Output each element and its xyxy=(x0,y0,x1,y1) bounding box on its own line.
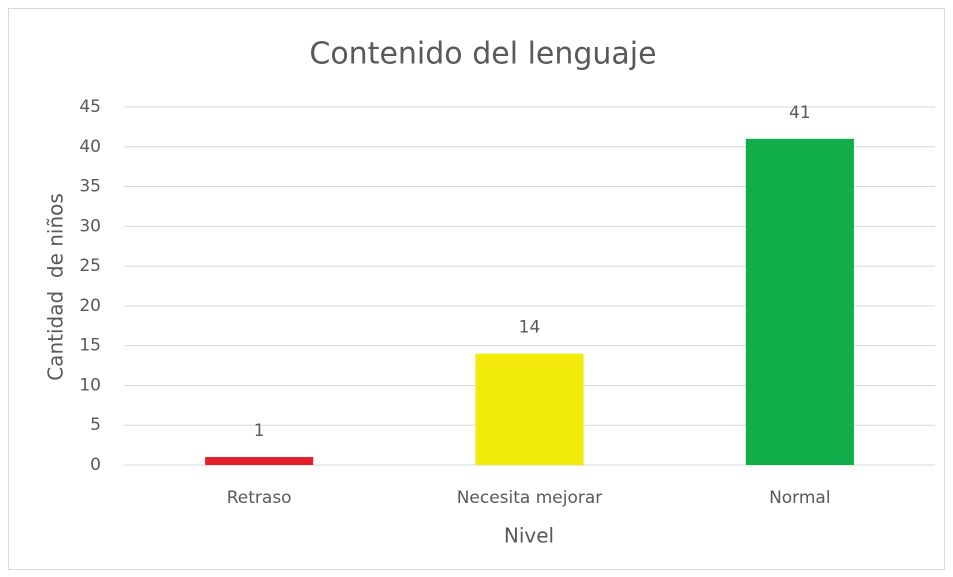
y-tick-label: 25 xyxy=(79,256,101,276)
y-axis-label: Cantidad de niños xyxy=(44,193,68,381)
bar xyxy=(475,353,584,465)
x-tick-label: Normal xyxy=(769,488,831,508)
chart-title: Contenido del lenguaje xyxy=(309,37,656,72)
data-label: 1 xyxy=(254,421,265,441)
x-tick-label: Necesita mejorar xyxy=(457,488,603,508)
y-tick-label: 45 xyxy=(79,97,101,117)
y-tick-label: 15 xyxy=(79,336,101,356)
x-tick-label: Retraso xyxy=(227,488,292,508)
y-tick-label: 5 xyxy=(90,415,101,435)
y-tick-label: 0 xyxy=(90,455,101,475)
bar xyxy=(745,138,854,466)
bar xyxy=(205,457,314,465)
y-tick-label: 10 xyxy=(79,375,101,395)
data-label: 14 xyxy=(519,318,541,338)
y-tick-label: 40 xyxy=(79,137,101,157)
data-label: 41 xyxy=(789,103,811,123)
y-tick-label: 20 xyxy=(79,296,101,316)
y-tick-label: 35 xyxy=(79,177,101,197)
y-tick-label: 30 xyxy=(79,216,101,236)
x-axis-label: Nivel xyxy=(504,524,554,548)
